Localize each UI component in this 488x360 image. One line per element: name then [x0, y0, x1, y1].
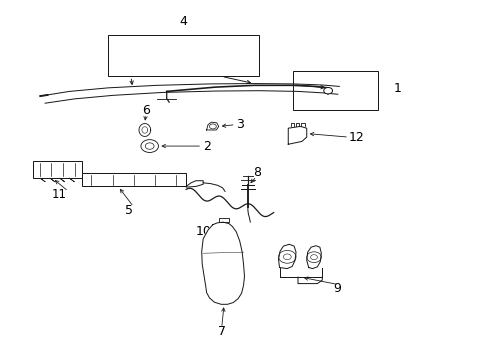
Text: 3: 3: [235, 118, 243, 131]
Text: 7: 7: [217, 325, 225, 338]
Bar: [108, 35, 259, 76]
Text: 9: 9: [332, 283, 340, 296]
Text: 2: 2: [203, 140, 210, 153]
Polygon shape: [206, 122, 218, 130]
Text: 5: 5: [124, 204, 133, 217]
Text: 6: 6: [142, 104, 149, 117]
Text: 10: 10: [195, 225, 211, 238]
Bar: [292, 71, 377, 111]
Circle shape: [141, 140, 158, 153]
Text: 4: 4: [180, 14, 187, 27]
Polygon shape: [139, 123, 150, 136]
Polygon shape: [278, 244, 295, 269]
Polygon shape: [287, 126, 306, 144]
Text: 8: 8: [252, 166, 260, 179]
Polygon shape: [306, 246, 321, 269]
Bar: [81, 173, 186, 186]
Bar: [33, 161, 81, 178]
Text: 1: 1: [393, 82, 401, 95]
Polygon shape: [201, 222, 244, 304]
Text: 11: 11: [51, 188, 66, 201]
Circle shape: [323, 87, 332, 94]
Text: 12: 12: [348, 131, 364, 144]
